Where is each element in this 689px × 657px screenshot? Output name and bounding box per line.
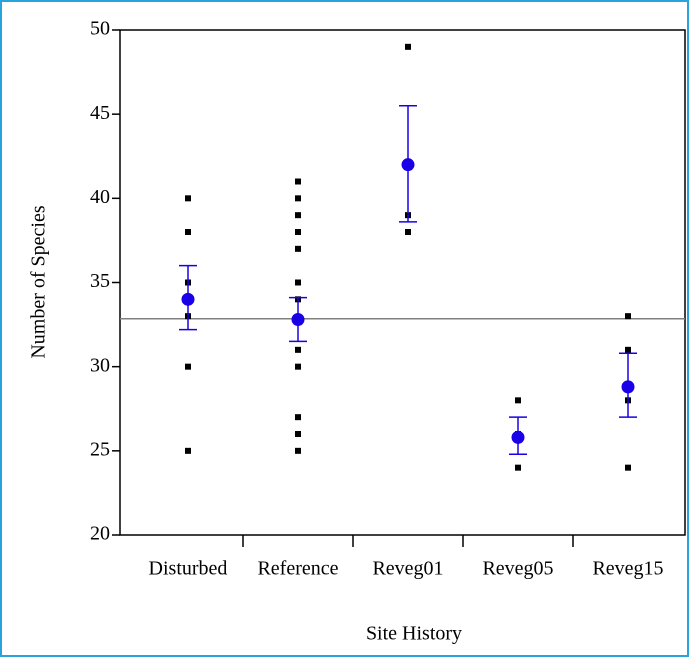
x-tick-label: Reveg15 (592, 558, 663, 580)
data-point (185, 229, 191, 235)
mean-marker (401, 158, 415, 172)
y-tick-label: 45 (90, 102, 110, 124)
data-point (405, 43, 411, 50)
y-tick-label: 30 (90, 354, 110, 376)
x-tick-label: Reference (257, 558, 338, 580)
data-point (185, 447, 191, 454)
mean-marker (621, 380, 635, 394)
data-point (295, 414, 301, 421)
data-point (625, 464, 631, 471)
data-point (295, 346, 301, 353)
data-point (625, 313, 631, 320)
data-point (185, 195, 191, 202)
data-point (185, 363, 191, 370)
data-point (295, 212, 301, 219)
y-tick-label: 20 (90, 523, 110, 545)
data-point (405, 229, 411, 235)
data-point (295, 431, 301, 437)
data-point (295, 447, 301, 454)
data-point (295, 229, 301, 235)
y-tick-label: 35 (90, 270, 110, 292)
y-tick-label: 40 (90, 186, 110, 208)
x-tick-label: Reveg05 (482, 558, 553, 580)
y-axis-label: Number of Species (28, 205, 50, 359)
data-point (295, 363, 301, 370)
data-point (295, 245, 301, 252)
data-point (295, 195, 301, 202)
mean-marker (511, 430, 525, 444)
mean-marker (291, 313, 305, 327)
y-tick-label: 25 (90, 438, 110, 460)
data-point (295, 178, 301, 185)
mean-marker (181, 292, 195, 306)
x-axis-label: Site History (366, 623, 462, 645)
data-point (515, 464, 521, 471)
data-point (515, 397, 521, 404)
x-tick-label: Disturbed (149, 558, 228, 580)
data-point (625, 346, 631, 353)
y-tick-label: 50 (90, 18, 110, 40)
x-tick-label: Reveg01 (372, 558, 443, 580)
data-point (295, 279, 301, 286)
